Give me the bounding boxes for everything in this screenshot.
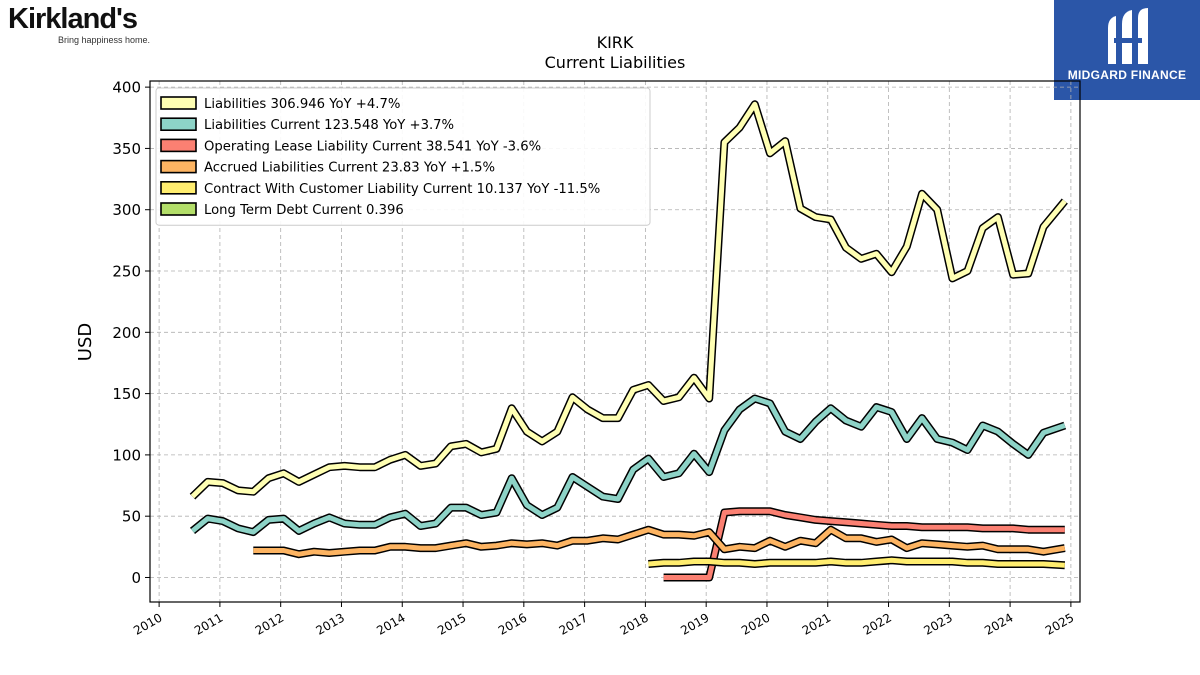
- series-line-accrued-liabilities-current: [253, 527, 1066, 557]
- legend-swatch: [160, 159, 197, 174]
- legend-label: Long Term Debt Current 0.396: [204, 203, 404, 218]
- x-tick-label: 2020: [739, 610, 772, 637]
- x-tick-label: 2016: [496, 610, 529, 637]
- y-tick-label: 350: [112, 140, 141, 158]
- kirklands-logo-text: Kirkland's: [8, 3, 138, 35]
- series-lines: [189, 100, 1068, 582]
- x-tick-label: 2018: [617, 610, 650, 637]
- kirklands-tagline: Bring happiness home.: [58, 35, 151, 45]
- x-tick-label: 2019: [678, 610, 711, 637]
- x-tick-label: 2025: [1043, 610, 1076, 637]
- y-tick-label: 200: [112, 324, 141, 342]
- legend-swatch: [160, 202, 197, 216]
- x-tick-label: 2010: [131, 610, 164, 637]
- legend-box: [155, 87, 651, 226]
- y-tick-label: 150: [112, 385, 141, 403]
- x-tick-label: 2022: [861, 610, 894, 637]
- x-tick-label: 2012: [253, 610, 286, 637]
- legend-label: Contract With Customer Liability Current…: [204, 182, 600, 197]
- legend-label: Operating Lease Liability Current 38.541…: [204, 139, 541, 154]
- y-tick-label: 400: [112, 79, 141, 97]
- y-tick-label: 100: [112, 446, 141, 464]
- x-tick-label: 2023: [921, 610, 954, 637]
- legend-swatch: [160, 138, 197, 153]
- plot-frame: [149, 80, 1081, 603]
- legend-label: Liabilities 306.946 YoY +4.7%: [204, 97, 400, 112]
- series-outline-liabilities-current: [189, 394, 1067, 537]
- series-line-liabilities-current: [190, 396, 1066, 535]
- x-tick-label: 2014: [374, 610, 407, 637]
- legend-swatch: [160, 117, 197, 131]
- series-line-contract-with-customer-liability-current: [648, 557, 1065, 568]
- chart-title: KIRK: [597, 33, 634, 52]
- y-tick-label: 0: [131, 569, 141, 587]
- kirklands-logo: Kirkland's Bring happiness home.: [8, 4, 168, 50]
- chart-subtitle: Current Liabilities: [545, 53, 686, 72]
- x-tick-label: 2024: [982, 610, 1015, 637]
- midgard-logo-text: MIDGARD FINANCE: [1067, 68, 1187, 82]
- legend: Liabilities 306.946 YoY +4.7% Liabilities…: [155, 87, 651, 226]
- series-line-liabilities: [190, 101, 1067, 499]
- legend-label: Accrued Liabilities Current 23.83 YoY +1…: [204, 161, 495, 176]
- y-tick-label: 250: [112, 263, 141, 281]
- y-tick-label: 300: [112, 201, 141, 219]
- legend-label: Liabilities Current 123.548 YoY +3.7%: [204, 118, 454, 133]
- legend-swatch: [160, 96, 197, 110]
- legend-swatch: [160, 181, 197, 195]
- x-tick-label: 2015: [435, 610, 468, 637]
- x-tick-label: 2017: [557, 610, 590, 637]
- y-axis-label: USD: [75, 323, 96, 361]
- y-tick-label: 50: [122, 508, 141, 526]
- midgard-finance-logo: MIDGARD FINANCE: [1054, 0, 1200, 100]
- series-line-operating-lease-liability-current: [663, 508, 1065, 580]
- x-tick-label: 2021: [800, 610, 833, 637]
- x-tick-label: 2011: [192, 610, 225, 637]
- x-tick-label: 2013: [314, 610, 347, 637]
- midgard-logo-mark-icon: [1108, 8, 1148, 64]
